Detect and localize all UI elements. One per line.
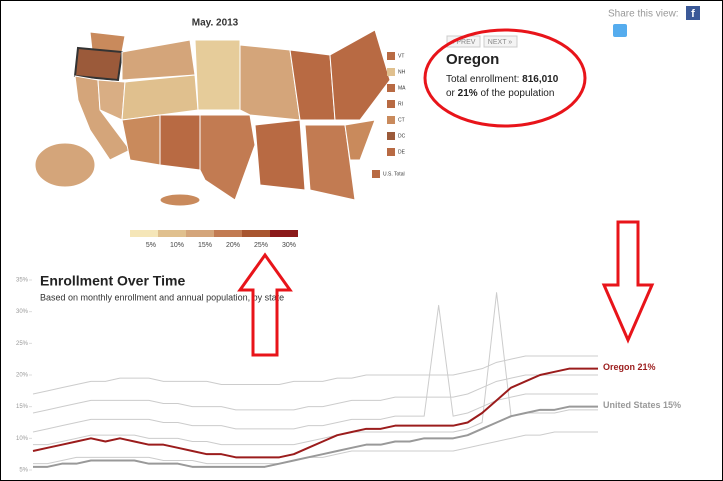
y-tick-label: 10% — [16, 436, 29, 442]
chart-subtitle: Based on monthly enrollment and annual p… — [40, 292, 284, 302]
facebook-button[interactable] — [686, 6, 700, 20]
share-label: Share this view: — [608, 9, 679, 20]
enrollment: Total enrollment: 816,010 — [446, 74, 559, 85]
annotation-arrow-down — [601, 220, 655, 344]
state — [329, 29, 391, 121]
background-line — [32, 374, 598, 414]
small-state-label: VT — [398, 53, 404, 59]
state — [194, 39, 241, 111]
swatch — [186, 230, 214, 237]
enrollment-value: 816,010 — [522, 74, 559, 85]
state — [254, 119, 306, 191]
small-state-label: RI — [398, 101, 403, 107]
small-state-label: CT — [398, 117, 405, 123]
background-line — [33, 292, 598, 446]
share-value: 21% — [458, 88, 478, 99]
scale-label: 20% — [226, 242, 240, 249]
scale-label: 5% — [146, 242, 156, 249]
swatch — [214, 230, 242, 237]
y-tick-label: 25% — [16, 341, 29, 347]
scale-label: 10% — [170, 242, 184, 249]
enrollment-label: Total enrollment: — [446, 74, 522, 85]
small-state-label: MA — [398, 85, 406, 91]
state — [304, 124, 356, 201]
swatch — [387, 52, 395, 60]
chart-title: Enrollment Over Time — [40, 273, 185, 289]
small-state-label: NH — [398, 69, 406, 75]
series-line — [32, 367, 598, 459]
next-button[interactable] — [483, 35, 518, 48]
swatch — [387, 100, 395, 108]
state-name: Oregon — [446, 51, 499, 68]
y-tick-label: 20% — [16, 373, 29, 379]
annotation-ellipse — [423, 28, 587, 128]
share-prefix: or — [446, 88, 458, 99]
background-line — [32, 304, 598, 433]
state — [239, 44, 301, 121]
swatch — [270, 230, 298, 237]
background-line — [33, 431, 598, 465]
state-hawaii — [159, 193, 201, 207]
small-state-label: DC — [398, 133, 406, 139]
series-label: United States 15% — [603, 400, 681, 410]
share-suffix: of the population — [478, 88, 555, 99]
state — [159, 114, 201, 171]
background-line — [32, 355, 598, 395]
swatch — [387, 68, 395, 76]
swatch — [387, 84, 395, 92]
us-map — [73, 29, 391, 201]
series-label: Oregon 21% — [603, 362, 656, 372]
twitter-button[interactable] — [613, 24, 627, 37]
color-scale — [130, 230, 298, 237]
state-alaska — [34, 142, 96, 188]
series-line — [33, 405, 598, 468]
prev-label: « PREV — [451, 39, 476, 46]
swatch — [387, 132, 395, 140]
y-tick-label: 5% — [19, 468, 28, 474]
annotation-arrow-up — [237, 252, 293, 357]
state-oregon — [73, 46, 124, 82]
swatch — [387, 116, 395, 124]
y-tick-label: 15% — [16, 404, 29, 410]
swatch — [387, 148, 395, 156]
scale-label: 25% — [254, 242, 268, 249]
scale-label: 15% — [198, 242, 212, 249]
plot: 5% 10% 15% 20% 25% 30% 35% United States 15% Ore… — [16, 278, 681, 474]
swatch — [158, 230, 186, 237]
next-label: NEXT » — [488, 39, 512, 46]
y-tick-label: 30% — [16, 309, 29, 315]
population-share: or 21% of the population — [446, 88, 554, 99]
facebook-icon: f — [691, 8, 695, 20]
small-state-legend — [372, 52, 395, 178]
y-tick-label: 35% — [16, 278, 29, 284]
scale-label: 30% — [282, 242, 296, 249]
swatch — [242, 230, 270, 237]
map-title: May. 2013 — [192, 18, 239, 29]
small-state-label: DE — [398, 149, 406, 155]
state — [344, 119, 376, 161]
swatch — [372, 170, 380, 178]
swatch — [130, 230, 158, 237]
us-total-label: U.S. Total — [383, 171, 405, 177]
